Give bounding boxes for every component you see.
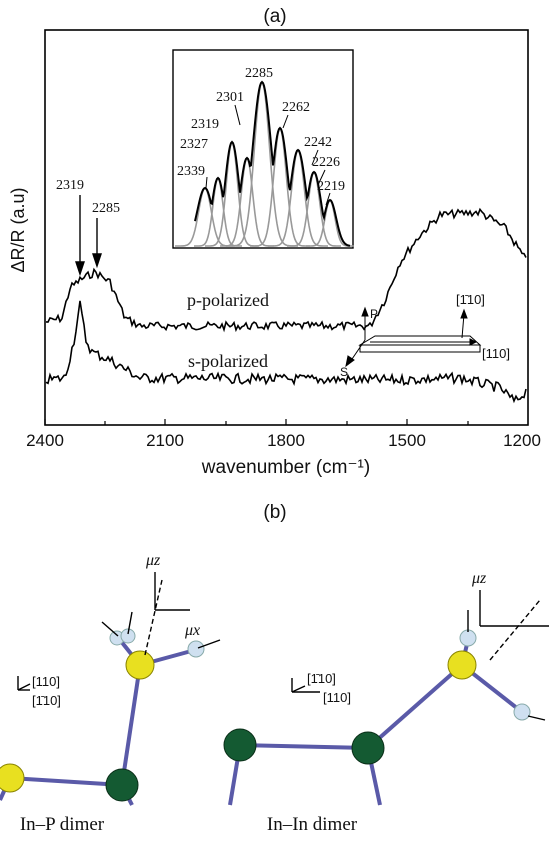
- inset-label: 2339: [177, 164, 205, 179]
- shape: [76, 262, 84, 274]
- shape: [514, 704, 530, 720]
- shape: [10, 778, 122, 785]
- shape: [360, 345, 480, 352]
- shape: [145, 580, 162, 655]
- shape: p-polarized s-polarized: [187, 290, 269, 371]
- dipole-label: μz: [145, 552, 161, 569]
- shape: [126, 651, 154, 679]
- inset-label: 2319: [191, 117, 219, 132]
- axis-label: [1̄10]: [307, 671, 336, 686]
- x-ticks: [45, 419, 468, 425]
- dipole-label: μx: [184, 622, 200, 639]
- inset-label: 2242: [304, 135, 332, 150]
- x-tick-label: 1800: [267, 431, 305, 450]
- geometry-sketch: [346, 308, 480, 366]
- inset-label: 2327: [180, 137, 208, 152]
- layout: [0, 30, 549, 805]
- x-tick-label: 1500: [388, 431, 426, 450]
- shape: [368, 665, 462, 748]
- curve-label: p-polarized: [187, 290, 269, 310]
- shape: [528, 716, 545, 720]
- y-axis-label: ΔR/R (a.u): [8, 187, 28, 272]
- atoms: [0, 629, 530, 801]
- bonds: [0, 640, 522, 805]
- panel-label: (a): [263, 6, 286, 27]
- shape: [93, 254, 101, 266]
- geometry-label: S: [340, 365, 348, 379]
- shape: [470, 339, 476, 345]
- shape: μz μx μz: [145, 552, 487, 639]
- caption: In–P dimer: [20, 814, 105, 835]
- shape: [490, 600, 540, 660]
- peak-label: 2285: [92, 201, 120, 216]
- shape: [18, 684, 30, 690]
- shape: [110] [1̄10] [1̄10] [110]: [32, 671, 351, 708]
- caption: In–In dimer: [267, 814, 358, 835]
- shape: [461, 310, 467, 318]
- x-axis-label: wavenumber (cm⁻¹): [201, 457, 370, 478]
- shape: [460, 630, 476, 646]
- s-polarized-curve: [46, 301, 526, 401]
- axis-label: [1̄10]: [32, 693, 61, 708]
- shape: [240, 745, 368, 748]
- shape: In–P dimer In–In dimer: [20, 814, 358, 835]
- axis-label: [110]: [323, 690, 351, 705]
- curve-label: s-polarized: [188, 351, 268, 371]
- shape: 2400 2100 1800 1500 1200: [26, 431, 541, 450]
- shape: [224, 729, 256, 761]
- axis-label: [110]: [32, 674, 60, 689]
- panel-label: (b): [263, 502, 286, 523]
- inset-label: 2301: [216, 90, 244, 105]
- inset-label: 2226: [312, 155, 340, 170]
- shape: [448, 651, 476, 679]
- x-tick-label: 2100: [146, 431, 184, 450]
- inset-label: 2285: [245, 66, 273, 81]
- geometry-label: P: [370, 307, 378, 321]
- shape: [188, 641, 204, 657]
- peak-label: 2319: [56, 178, 84, 193]
- inset-label: 2262: [282, 100, 310, 115]
- shape: [106, 769, 138, 801]
- figure: (a) ΔR/R (a.u) wavenumber (cm⁻¹) 2400 21…: [0, 0, 549, 850]
- shape: [0, 764, 24, 792]
- shape: [362, 308, 368, 316]
- geometry-label: [1̄10]: [456, 292, 485, 307]
- shape: [352, 732, 384, 764]
- dipole-label: μz: [471, 570, 487, 587]
- x-tick-label: 2400: [26, 431, 64, 450]
- x-tick-label: 1200: [503, 431, 541, 450]
- geometry-label: [110]: [482, 346, 510, 361]
- shape: [292, 686, 305, 692]
- inset-label: 2219: [317, 179, 345, 194]
- shape: [102, 622, 118, 636]
- shape: [122, 665, 140, 785]
